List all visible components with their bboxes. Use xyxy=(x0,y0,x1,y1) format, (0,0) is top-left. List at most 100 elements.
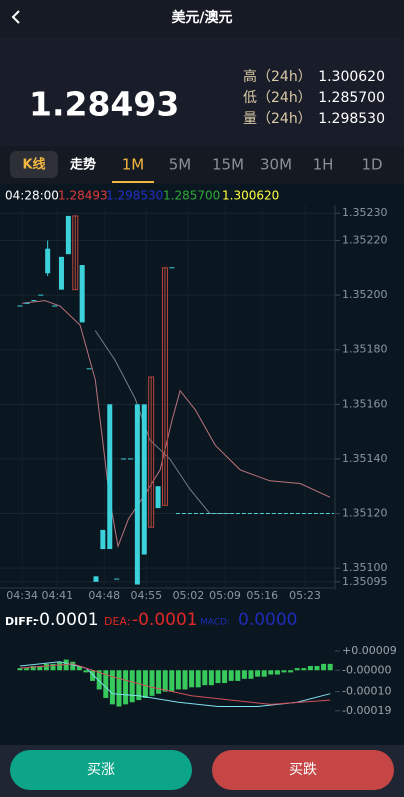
macd-bar xyxy=(228,670,234,681)
candle-body xyxy=(100,529,106,550)
y-tick-label: 1.35200 xyxy=(342,288,388,301)
tab[interactable]: 1H xyxy=(313,156,334,174)
macd-bar xyxy=(63,659,69,671)
macd-line xyxy=(19,663,331,705)
macd-bar xyxy=(136,670,142,701)
macd-bar xyxy=(162,670,168,692)
legend-value: -0.0001 xyxy=(132,610,198,630)
macd-bar xyxy=(281,670,287,673)
macd-bar xyxy=(314,665,320,671)
macd-bar xyxy=(70,661,76,671)
stat-label: 低（24h） xyxy=(243,90,312,106)
y-tick-label: 1.35100 xyxy=(342,561,388,574)
y-tick-label: 1.35095 xyxy=(342,575,388,588)
macd-bar xyxy=(142,670,148,698)
y-tick-label: 1.35120 xyxy=(342,507,388,520)
macd-bar xyxy=(175,670,181,690)
candle-body xyxy=(155,486,161,509)
macd-bar xyxy=(274,670,280,675)
candle-body xyxy=(86,368,92,370)
info-time: 04:28:00 xyxy=(5,189,59,203)
macd-bar xyxy=(248,670,254,679)
x-tick-label: 04:41 xyxy=(41,589,73,602)
stat-value: 1.285700 xyxy=(318,90,385,106)
candle-body xyxy=(114,578,120,580)
candle-body xyxy=(127,458,133,460)
ma-line xyxy=(22,300,331,549)
candle-body xyxy=(148,376,155,528)
x-tick-label: 05:02 xyxy=(173,589,205,602)
candle-body xyxy=(45,248,51,274)
current-price: 1.28493 xyxy=(29,85,179,124)
y-tick-label: -0.00010 xyxy=(342,685,391,698)
info-value: 1.28493 xyxy=(58,189,108,203)
tab[interactable]: 1D xyxy=(361,156,382,174)
macd-bar xyxy=(208,670,214,686)
macd-bar xyxy=(255,670,261,677)
trade-button-label[interactable]: 买跌 xyxy=(289,762,317,778)
y-tick-label: 1.35220 xyxy=(342,233,388,246)
info-value: 1.298530 xyxy=(106,189,163,203)
tab[interactable]: 30M xyxy=(260,156,292,174)
macd-bar xyxy=(30,665,36,671)
macd-bar xyxy=(24,668,30,671)
price-panel xyxy=(0,38,404,146)
x-tick-label: 05:16 xyxy=(246,589,278,602)
y-tick-label: 1.35160 xyxy=(342,397,388,410)
page-title: 美元/澳元 xyxy=(171,9,232,26)
stat-value: 1.300620 xyxy=(318,69,385,85)
trade-button[interactable] xyxy=(212,750,394,790)
back-button[interactable] xyxy=(11,10,20,24)
header xyxy=(0,0,404,38)
macd-bar xyxy=(90,670,96,681)
trade-button[interactable] xyxy=(10,750,192,790)
candle-body xyxy=(72,215,79,291)
candle-body xyxy=(58,256,64,290)
macd-bar xyxy=(129,670,135,703)
macd-bar xyxy=(149,670,155,696)
tab[interactable]: 5M xyxy=(169,156,192,174)
macd-bar xyxy=(301,668,307,671)
candle-body xyxy=(161,267,168,506)
y-tick-label: 1.35140 xyxy=(342,452,388,465)
legend-name: DIFF: xyxy=(5,615,37,628)
macd-bar xyxy=(50,663,56,671)
y-tick-label: 1.35230 xyxy=(342,206,388,219)
candle-body xyxy=(79,265,85,323)
candle-body xyxy=(134,404,140,585)
candle-body xyxy=(38,294,44,296)
tab[interactable]: 走势 xyxy=(70,157,96,173)
candle-body xyxy=(52,305,58,307)
macd-bar xyxy=(17,668,23,671)
candle-body xyxy=(141,404,147,555)
candle-body xyxy=(65,215,71,255)
trade-button-label[interactable]: 买涨 xyxy=(87,762,115,778)
macd-bar xyxy=(189,670,195,688)
x-tick-label: 05:23 xyxy=(289,589,321,602)
macd-bar xyxy=(116,670,122,707)
candle-body xyxy=(31,300,37,302)
macd-bar xyxy=(96,670,102,690)
tab[interactable]: 15M xyxy=(212,156,244,174)
candle-body xyxy=(24,302,30,304)
macd-bar xyxy=(123,670,129,705)
x-tick-label: 04:55 xyxy=(130,589,162,602)
macd-bar xyxy=(169,670,175,692)
tab[interactable]: K线 xyxy=(22,157,45,173)
candle-body xyxy=(121,458,127,460)
legend-value: -0.0001 xyxy=(33,610,99,630)
active-tab-bg xyxy=(10,151,58,178)
info-value: 1.300620 xyxy=(222,189,279,203)
legend-value: 0.0000 xyxy=(238,610,297,630)
tab-bar xyxy=(0,146,404,184)
macd-bar xyxy=(241,670,247,679)
macd-bar xyxy=(235,670,241,681)
macd-bar xyxy=(222,670,228,684)
y-tick-label: -0.00019 xyxy=(342,704,391,717)
macd-bar xyxy=(202,670,208,686)
y-tick-label: 1.35180 xyxy=(342,343,388,356)
x-tick-label: 04:34 xyxy=(6,589,38,602)
x-tick-label: 05:09 xyxy=(209,589,241,602)
macd-bar xyxy=(109,670,115,705)
tab[interactable]: 1M xyxy=(122,156,145,174)
